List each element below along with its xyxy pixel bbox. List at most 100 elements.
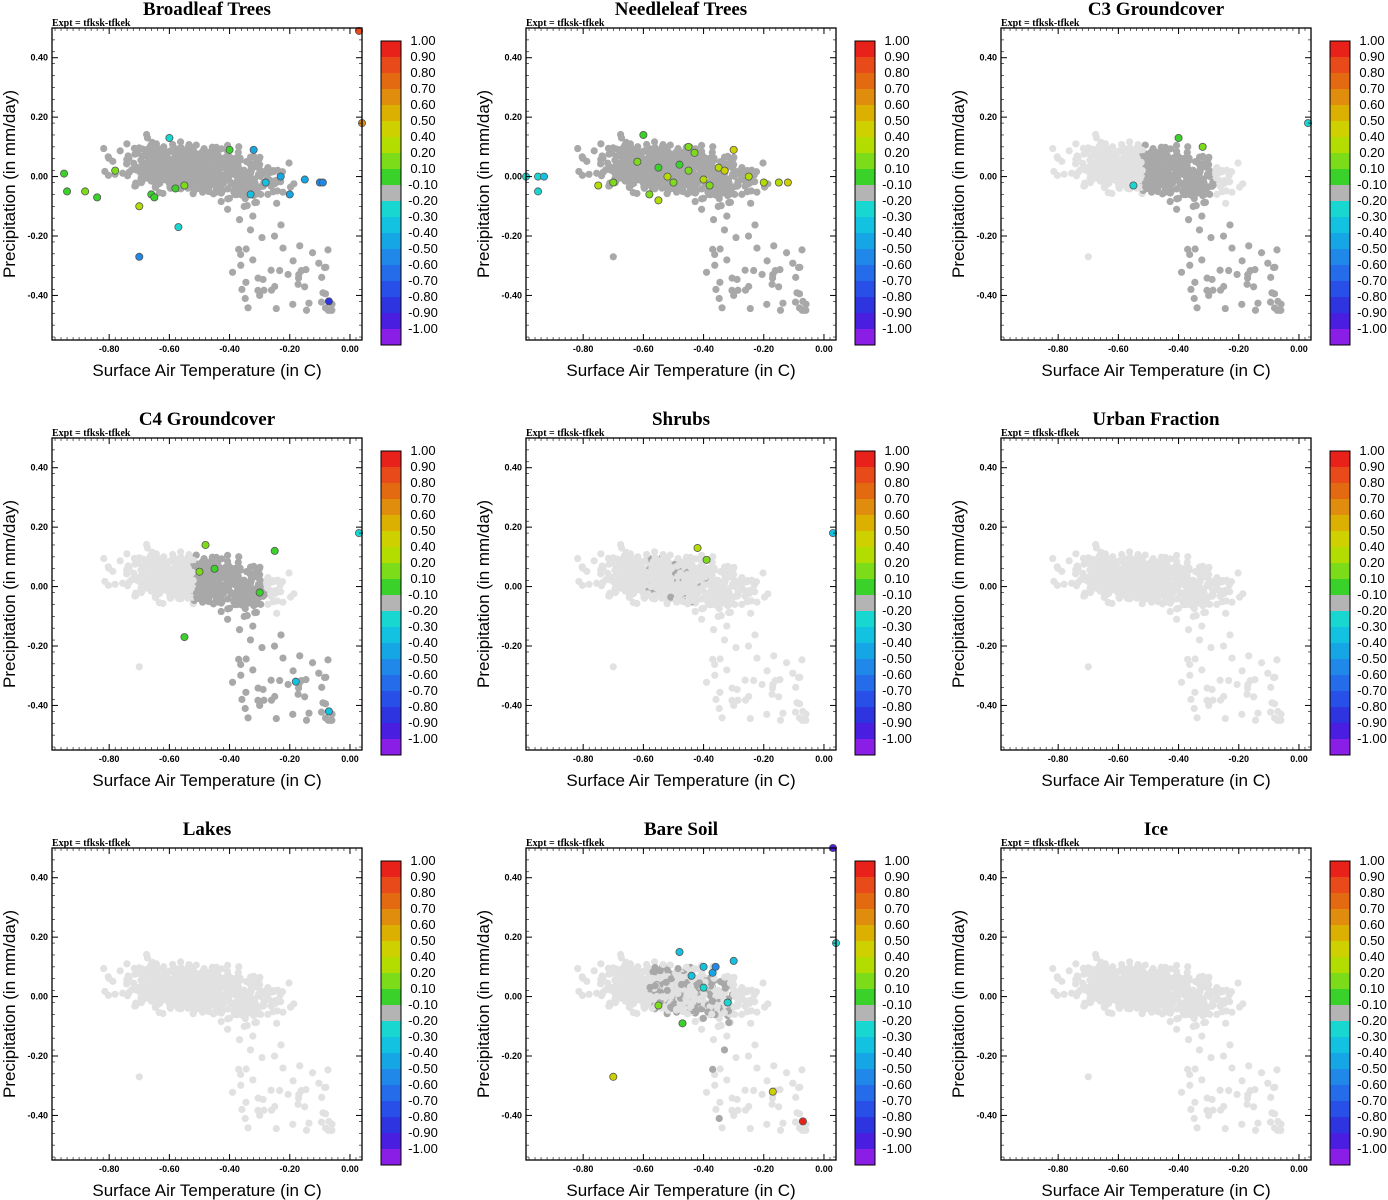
data-point — [174, 564, 182, 572]
highlighted-point — [180, 181, 189, 190]
data-point — [256, 701, 264, 710]
colorbar-label: 0.60 — [884, 97, 909, 112]
data-point — [617, 575, 625, 583]
data-point — [730, 701, 738, 710]
data-point — [738, 190, 746, 198]
colorbar-swatch — [855, 121, 875, 137]
data-point — [276, 581, 284, 589]
scatter-points — [60, 26, 366, 314]
data-point — [798, 246, 806, 254]
data-point — [104, 581, 113, 589]
data-point — [169, 550, 177, 559]
data-point — [270, 232, 279, 240]
data-point — [200, 145, 208, 153]
data-point — [663, 576, 671, 585]
colorbar-label: 0.80 — [410, 65, 435, 80]
data-point — [135, 663, 143, 671]
data-point — [791, 298, 800, 306]
x-tick-label: -0.20 — [280, 754, 301, 764]
data-point — [324, 656, 332, 664]
data-point — [276, 676, 284, 685]
data-point — [322, 263, 330, 271]
highlighted-point — [171, 184, 180, 193]
data-point — [639, 589, 647, 597]
data-point — [1081, 182, 1089, 190]
colorbar-label: -0.40 — [408, 225, 438, 240]
y-tick-label: 0.20 — [30, 522, 48, 532]
colorbar-swatch — [381, 595, 401, 611]
data-point — [725, 609, 733, 617]
data-point — [266, 578, 274, 587]
data-point — [256, 183, 264, 191]
data-point — [202, 180, 210, 188]
data-point — [321, 290, 330, 298]
data-point — [709, 245, 717, 253]
colorbar-swatch — [855, 217, 875, 233]
data-point — [758, 680, 766, 689]
colorbar-swatch — [1330, 281, 1350, 297]
colorbar-label: -0.50 — [1357, 241, 1387, 256]
data-point — [714, 202, 722, 211]
data-point — [246, 153, 255, 161]
data-point — [708, 587, 717, 595]
data-point — [745, 692, 753, 701]
data-point — [750, 676, 758, 685]
data-point — [1107, 154, 1115, 163]
colorbar-swatch — [381, 265, 401, 281]
colorbar-label: -1.00 — [408, 731, 438, 746]
highlighted-point — [705, 181, 714, 190]
data-point — [1198, 212, 1206, 220]
data-point — [702, 268, 711, 276]
colorbar-swatch — [1330, 201, 1350, 217]
highlighted-point — [699, 175, 708, 184]
data-point — [653, 582, 661, 590]
highlighted-point — [174, 223, 183, 232]
data-point — [775, 283, 783, 291]
x-tick-label: -0.40 — [693, 754, 714, 764]
data-point — [267, 592, 275, 600]
data-point — [712, 695, 720, 704]
highlighted-point — [1174, 133, 1183, 142]
colorbar-swatch — [1330, 73, 1350, 89]
data-point — [155, 145, 164, 153]
data-point — [753, 244, 761, 252]
colorbar-swatch — [1330, 169, 1350, 185]
data-point — [132, 592, 140, 600]
data-point — [159, 599, 167, 608]
colorbar-swatch — [381, 515, 401, 531]
data-point — [751, 631, 759, 639]
data-point — [738, 600, 746, 608]
panel-title: C4 Groundcover — [139, 409, 276, 430]
data-point — [156, 179, 164, 187]
data-point — [1233, 270, 1241, 279]
data-point — [161, 162, 169, 170]
data-point — [175, 148, 183, 156]
data-point — [116, 557, 124, 565]
colorbar-swatch — [381, 137, 401, 153]
data-point — [782, 249, 791, 257]
data-point — [105, 564, 113, 572]
data-point — [741, 592, 749, 600]
y-tick-label: 0.00 — [504, 172, 522, 182]
data-point — [133, 149, 142, 157]
x-tick-label: -0.80 — [99, 754, 120, 764]
colorbar-label: -0.30 — [408, 619, 438, 634]
data-point — [284, 680, 292, 689]
colorbar-swatch — [1330, 41, 1350, 57]
data-point — [1193, 304, 1201, 312]
data-point — [1222, 187, 1230, 195]
colorbar-label: 0.50 — [884, 113, 909, 128]
y-tick-label: 0.20 — [30, 112, 48, 122]
data-point — [264, 600, 272, 608]
highlighted-point — [783, 178, 792, 187]
data-point — [252, 159, 261, 167]
data-point — [1105, 179, 1113, 187]
data-point — [1118, 140, 1126, 149]
colorbar-swatch — [381, 89, 401, 105]
data-point — [159, 189, 167, 198]
data-point — [799, 297, 807, 305]
y-axis-label: Precipitation (in mm/day) — [0, 500, 19, 688]
data-point — [317, 298, 326, 306]
data-point — [599, 578, 607, 586]
